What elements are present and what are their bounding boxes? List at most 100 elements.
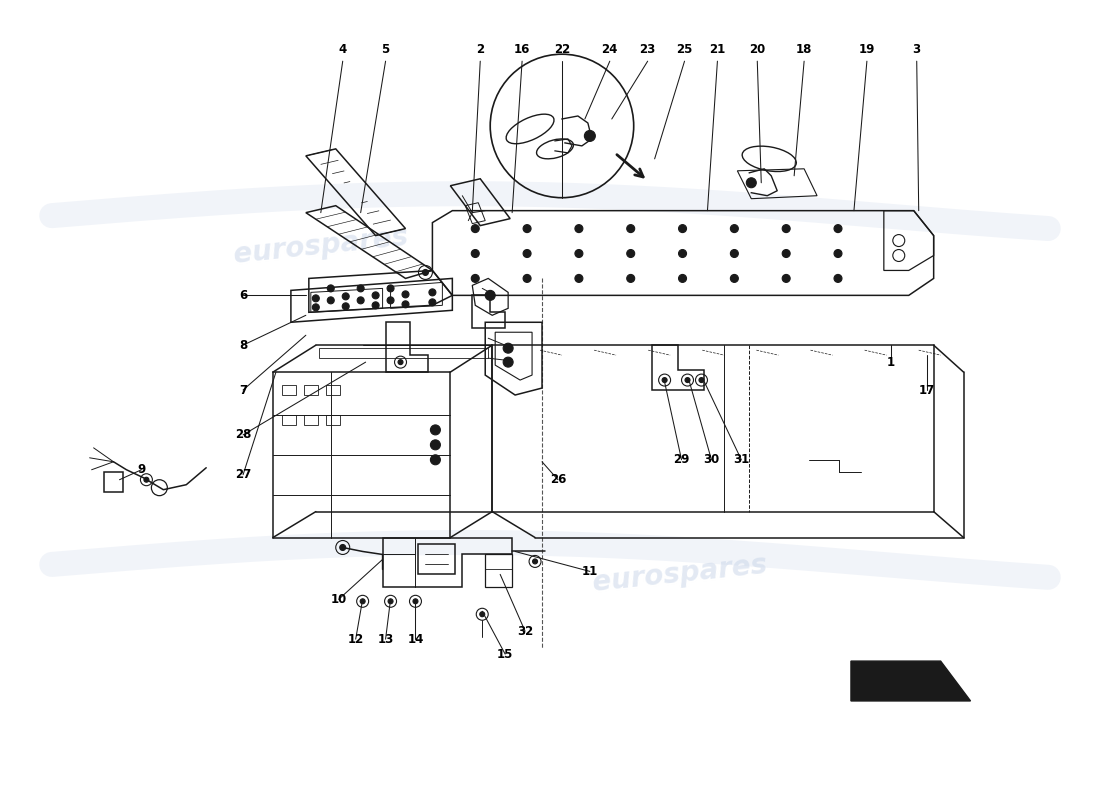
Text: 9: 9 — [138, 463, 145, 476]
Circle shape — [358, 285, 364, 292]
Circle shape — [503, 343, 513, 353]
Text: 12: 12 — [348, 633, 364, 646]
Circle shape — [430, 440, 440, 450]
Text: 26: 26 — [550, 474, 566, 486]
Circle shape — [679, 225, 686, 233]
Circle shape — [503, 357, 513, 367]
Circle shape — [480, 612, 485, 617]
Text: 25: 25 — [676, 42, 693, 56]
Circle shape — [730, 225, 738, 233]
Circle shape — [679, 250, 686, 258]
Circle shape — [627, 250, 635, 258]
Text: 7: 7 — [239, 383, 248, 397]
Text: 2: 2 — [476, 42, 484, 56]
Circle shape — [698, 378, 704, 382]
Bar — [326, 415, 340, 425]
Bar — [282, 385, 296, 395]
Text: 14: 14 — [407, 633, 424, 646]
Circle shape — [834, 274, 842, 282]
Text: 17: 17 — [918, 383, 935, 397]
Text: 5: 5 — [382, 42, 389, 56]
Text: 13: 13 — [377, 633, 394, 646]
Circle shape — [575, 225, 583, 233]
Text: 28: 28 — [235, 428, 251, 442]
Circle shape — [372, 302, 379, 309]
Circle shape — [429, 289, 436, 296]
Circle shape — [387, 285, 394, 292]
Text: 8: 8 — [239, 338, 248, 352]
Circle shape — [358, 297, 364, 304]
Text: 1: 1 — [887, 356, 895, 369]
Circle shape — [471, 274, 480, 282]
Circle shape — [387, 297, 394, 304]
Circle shape — [360, 599, 365, 604]
Circle shape — [627, 225, 635, 233]
Bar — [304, 385, 318, 395]
Circle shape — [402, 301, 409, 308]
Circle shape — [312, 295, 319, 302]
Circle shape — [627, 274, 635, 282]
Text: 16: 16 — [514, 42, 530, 56]
Text: 32: 32 — [517, 625, 534, 638]
Circle shape — [730, 250, 738, 258]
Bar — [326, 385, 340, 395]
Text: 29: 29 — [673, 454, 690, 466]
Circle shape — [532, 559, 538, 564]
Text: 27: 27 — [235, 468, 251, 482]
Circle shape — [388, 599, 393, 604]
Text: eurospares: eurospares — [591, 551, 768, 598]
Circle shape — [430, 455, 440, 465]
Circle shape — [422, 270, 428, 275]
Bar — [319, 348, 488, 358]
Circle shape — [730, 274, 738, 282]
Circle shape — [782, 250, 790, 258]
Text: 21: 21 — [710, 42, 726, 56]
Bar — [304, 415, 318, 425]
Circle shape — [679, 274, 686, 282]
Circle shape — [328, 297, 334, 304]
Text: 20: 20 — [749, 42, 766, 56]
Circle shape — [412, 599, 418, 604]
Circle shape — [575, 274, 583, 282]
Text: 4: 4 — [339, 42, 346, 56]
Circle shape — [782, 274, 790, 282]
Text: 31: 31 — [734, 454, 749, 466]
Circle shape — [782, 225, 790, 233]
Text: 11: 11 — [582, 565, 598, 578]
Text: 23: 23 — [639, 42, 656, 56]
Circle shape — [834, 225, 842, 233]
Circle shape — [584, 130, 595, 142]
Circle shape — [372, 292, 379, 299]
Polygon shape — [851, 661, 970, 701]
Text: 19: 19 — [859, 42, 876, 56]
Circle shape — [471, 225, 480, 233]
Circle shape — [471, 250, 480, 258]
Text: 22: 22 — [553, 42, 570, 56]
Text: eurospares: eurospares — [232, 222, 409, 269]
Text: 24: 24 — [602, 42, 618, 56]
Circle shape — [340, 545, 345, 550]
Text: 3: 3 — [913, 42, 921, 56]
Circle shape — [144, 478, 148, 482]
Text: 15: 15 — [497, 648, 514, 661]
Circle shape — [575, 250, 583, 258]
Text: 18: 18 — [796, 42, 812, 56]
Circle shape — [429, 299, 436, 306]
Circle shape — [524, 274, 531, 282]
Text: 30: 30 — [703, 454, 719, 466]
Text: 6: 6 — [239, 289, 248, 302]
Circle shape — [524, 225, 531, 233]
Circle shape — [746, 178, 757, 188]
Circle shape — [662, 378, 667, 382]
Circle shape — [834, 250, 842, 258]
Circle shape — [342, 293, 349, 300]
Text: 10: 10 — [331, 593, 346, 606]
Circle shape — [398, 360, 403, 365]
Circle shape — [524, 250, 531, 258]
Circle shape — [312, 304, 319, 311]
Circle shape — [430, 425, 440, 435]
Circle shape — [485, 290, 495, 300]
Circle shape — [342, 303, 349, 310]
Circle shape — [685, 378, 690, 382]
Circle shape — [402, 291, 409, 298]
